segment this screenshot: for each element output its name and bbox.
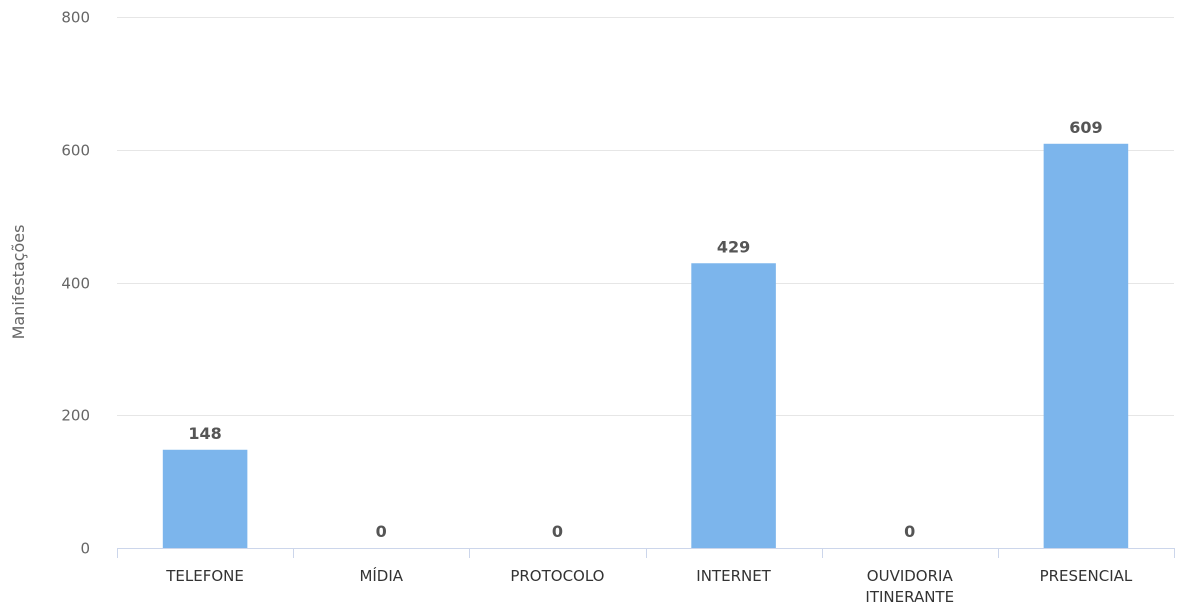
y-tick-label-0: 0 [80, 540, 90, 558]
data-label-ouvidoria-itinerante: 0 [904, 522, 915, 541]
gridlines [117, 17, 1174, 416]
x-tick-label-mídia: MÍDIA [359, 566, 403, 585]
y-tick-label-800: 800 [61, 9, 90, 27]
bar-presencial[interactable] [1043, 143, 1129, 548]
y-tick-label-600: 600 [61, 142, 90, 160]
x-tick-label-presencial: PRESENCIAL [1040, 567, 1133, 585]
y-tick-label-400: 400 [61, 275, 90, 293]
y-tick-label-200: 200 [61, 407, 90, 425]
data-label-presencial: 609 [1069, 118, 1102, 137]
bars [162, 143, 1129, 548]
data-label-telefone: 148 [188, 424, 221, 443]
labels: 0 200 400 600 800 148 0 0 429 0 609 TELEFONE MÍDIA PR… [61, 9, 1133, 607]
x-tick-label-internet: INTERNET [696, 567, 771, 585]
data-label-mídia: 0 [376, 522, 387, 541]
y-axis-title: Manifestações [9, 225, 28, 340]
x-tick-label-ouvidoria-itinerante: OUVIDORIA ITINERANTE [865, 567, 954, 606]
axes [117, 548, 1175, 558]
x-tick-label-protocolo: PROTOCOLO [510, 567, 604, 585]
data-label-protocolo: 0 [552, 522, 563, 541]
bar-internet[interactable] [691, 263, 776, 548]
x-tick-label-telefone: TELEFONE [165, 567, 244, 585]
bar-telefone[interactable] [162, 449, 248, 548]
data-label-internet: 429 [717, 237, 750, 256]
